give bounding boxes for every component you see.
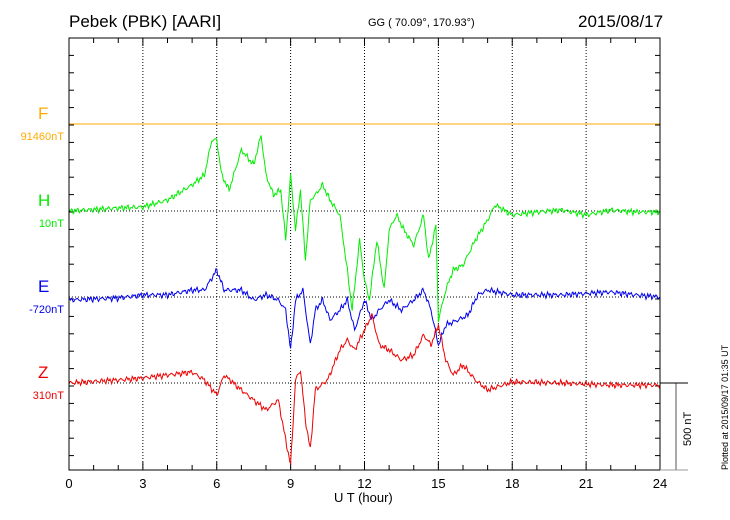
series-baseline-F: 91460nT (20, 131, 64, 143)
x-tick-label: 21 (579, 476, 593, 491)
coordinates: GG ( 70.09°, 170.93°) (368, 17, 475, 29)
series-baseline-Z: 310nT (32, 390, 64, 402)
x-tick-label: 6 (213, 476, 220, 491)
x-tick-label: 15 (431, 476, 445, 491)
x-tick-label: 9 (287, 476, 294, 491)
x-axis-label: U T (hour) (334, 490, 393, 505)
series-baseline-E: -720nT (29, 304, 64, 316)
station-title: Pebek (PBK) [AARI] (69, 12, 222, 31)
series-baseline-H: 10nT (38, 218, 64, 230)
date: 2015/08/17 (578, 12, 664, 31)
x-tick-label: 0 (65, 476, 72, 491)
series-line-E (68, 267, 661, 349)
plot-frame (68, 37, 661, 471)
series-line-H (68, 135, 661, 323)
series-name-E: E (38, 277, 50, 296)
x-tick-label: 12 (357, 476, 371, 491)
x-tick-label: 3 (139, 476, 146, 491)
series-name-H: H (38, 191, 51, 210)
series-name-F: F (38, 104, 49, 123)
x-tick-label: 24 (653, 476, 667, 491)
x-tick-label: 18 (505, 476, 519, 491)
series-line-Z (68, 313, 661, 466)
series-name-Z: Z (38, 363, 49, 382)
